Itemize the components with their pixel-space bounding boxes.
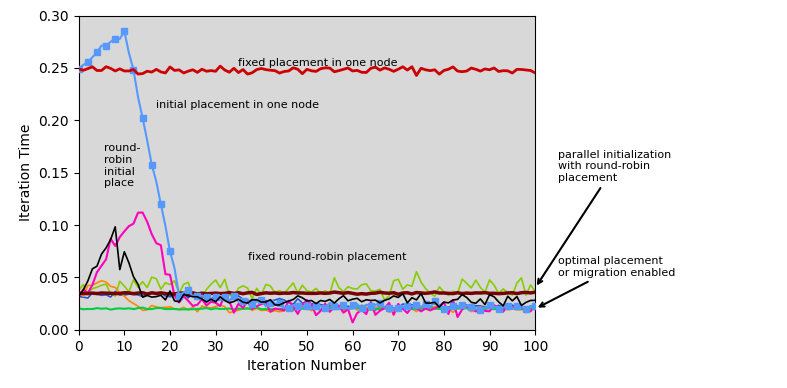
Text: fixed placement in one node: fixed placement in one node [238, 58, 398, 68]
Text: optimal placement
or migration enabled: optimal placement or migration enabled [540, 256, 675, 307]
Text: fixed round-robin placement: fixed round-robin placement [248, 251, 406, 262]
Text: round-
robin
initial
place: round- robin initial place [104, 143, 140, 188]
Text: initial placement in one node: initial placement in one node [157, 100, 320, 110]
Text: parallel initialization
with round-robin
placement: parallel initialization with round-robin… [538, 150, 671, 284]
Y-axis label: Iteration Time: Iteration Time [19, 124, 33, 221]
X-axis label: Iteration Number: Iteration Number [247, 359, 367, 373]
